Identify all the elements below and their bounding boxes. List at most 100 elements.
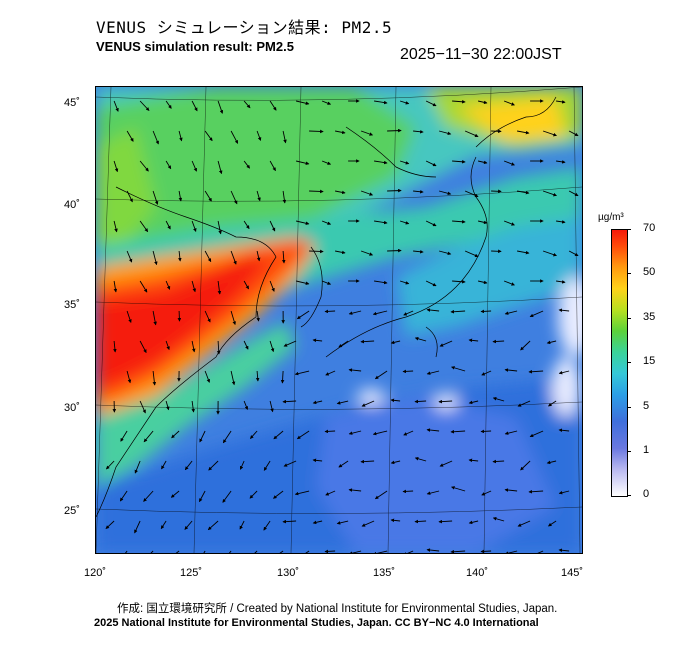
wind-arrow [348,550,362,553]
wind-arrow [152,130,159,145]
wind-arrow [152,370,157,386]
wind-arrow [325,490,336,496]
wind-arrow [478,100,488,105]
wind-arrow [468,338,479,343]
wind-arrow [438,190,452,196]
wind-arrow [152,310,157,326]
wind-arrow [269,340,275,353]
wind-arrow [321,280,332,285]
wind-arrow [178,250,182,262]
wind-arrow [204,250,212,263]
wind-arrow [113,280,118,293]
wind-arrow [464,130,479,138]
wind-arrow [517,190,530,195]
wind-arrow [207,520,219,531]
wind-arrow [414,519,427,524]
wind-arrow [165,340,170,351]
wind-arrow [305,550,310,553]
wind-arrow [243,160,250,169]
wind-arrow [425,160,437,167]
wind-arrow [336,520,349,525]
wind-arrow [528,369,544,374]
cbar-tick [627,362,631,363]
wind-arrow [439,460,453,467]
wind-arrow [256,250,261,262]
wind-arrow [191,220,197,232]
wind-arrow [504,430,518,435]
wind-arrow [360,459,375,464]
colorbar-label-1: 1 [643,444,650,456]
wind-arrow [113,160,119,173]
timestamp: 2025−11−30 22:00JST [400,46,562,63]
wind-arrow [139,160,149,172]
cbar-tick [627,273,631,274]
wind-arrow [492,517,505,522]
wind-arrow [528,489,544,494]
wind-arrow [402,369,414,374]
wind-arrow [451,486,466,492]
cbar-tick [627,495,631,496]
wind-arrow [204,370,211,383]
wind-arrow [204,130,213,142]
wind-arrow [126,370,132,384]
concentration-field [96,87,582,553]
wind-arrow [492,397,505,402]
wind-arrow [546,340,557,345]
wind-arrow [321,100,332,105]
wind-arrow [243,220,250,230]
wind-arrow [426,548,440,552]
wind-arrow [529,310,544,318]
wind-arrow [283,460,297,467]
wind-arrow [568,250,579,257]
wind-arrow [269,280,275,292]
wind-arrow [414,457,427,462]
wind-arrow [517,400,531,407]
wind-arrow [165,400,170,411]
wind-arrow [204,190,212,202]
wind-arrow [243,400,249,410]
wind-arrow [390,398,401,403]
wind-arrow [191,400,195,413]
cbar-tick [627,318,631,319]
colorbar-label-35: 35 [643,311,656,323]
wind-arrow [184,460,193,471]
wind-arrow [413,249,424,254]
wind-arrow [269,400,274,413]
wind-arrow [568,190,579,197]
wind-arrow [324,549,336,553]
wind-arrow [269,100,277,111]
wind-arrow [399,280,410,285]
wind-arrow [170,490,180,498]
wind-arrow [504,310,518,315]
wind-arrow [184,520,193,530]
wind-arrow [312,400,323,405]
lon-tick-135: 135˚ [373,567,396,579]
wind-arrow [191,160,197,172]
wind-arrow [120,430,128,442]
wind-arrow [312,338,323,343]
wind-arrow [558,490,570,495]
wind-arrow [464,190,479,198]
wind-arrow [309,189,324,194]
lon-tick-145: 145˚ [561,567,584,579]
wind-arrow [556,220,566,224]
coastline [96,96,557,518]
wind-arrow [161,460,167,470]
wind-arrow [139,280,148,293]
colorbar-label-50: 50 [643,266,656,278]
wind-arrow [113,100,119,112]
wind-arrow [294,370,310,376]
wind-arrow [374,100,388,105]
colorbar-label-15: 15 [643,355,656,367]
wind-arrow [256,190,261,202]
license-line: 2025 National Institute for Environmenta… [94,617,539,629]
wind-arrow [503,100,515,106]
lon-tick-130: 130˚ [277,567,300,579]
wind-arrow [230,190,238,205]
wind-arrow [279,550,284,553]
wind-arrow [468,458,479,463]
wind-arrow [105,460,115,470]
wind-arrow [105,520,115,530]
wind-arrow [413,129,424,134]
wind-arrow [269,160,276,172]
